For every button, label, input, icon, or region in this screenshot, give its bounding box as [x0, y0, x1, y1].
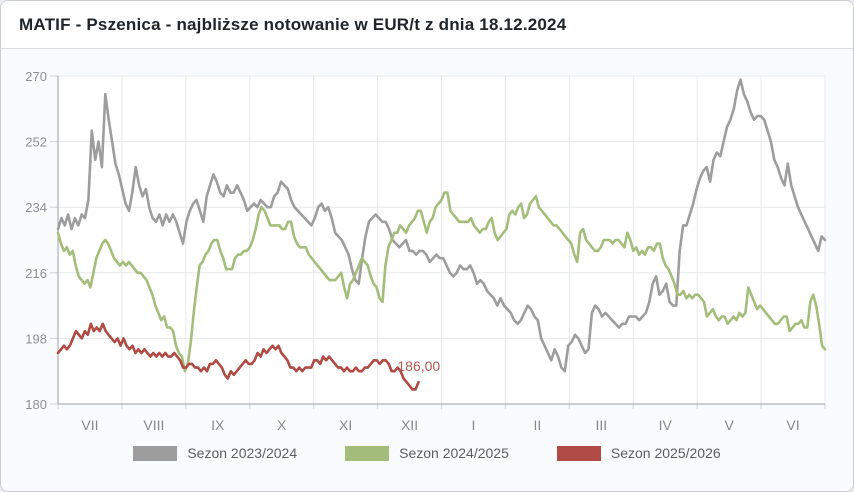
x-tick-label: IV	[659, 417, 673, 433]
legend-item-sezon-2024-2025: Sezon 2024/2025	[345, 445, 509, 461]
legend-label-sezon-2024-2025: Sezon 2024/2025	[399, 445, 509, 461]
chart-header: MATIF - Pszenica - najbliższe notowanie …	[1, 1, 853, 49]
y-tick-label: 234	[25, 200, 47, 215]
legend-item-sezon-2023-2024: Sezon 2023/2024	[133, 445, 297, 461]
y-tick-label: 198	[25, 331, 47, 346]
chart-title: MATIF - Pszenica - najbliższe notowanie …	[19, 14, 567, 34]
x-tick-label: III	[595, 417, 607, 433]
legend-item-sezon-2025-2026: Sezon 2025/2026	[556, 445, 721, 461]
x-tick-label: VI	[786, 417, 799, 433]
x-tick-label: I	[472, 417, 476, 433]
legend-swatch-green-icon	[345, 445, 390, 461]
x-tick-label: VII	[81, 417, 98, 433]
x-tick-label: VIII	[143, 417, 164, 433]
legend-label-sezon-2025-2026: Sezon 2025/2026	[610, 445, 721, 461]
chart-area: 270 252 234 216 198 180 VII VIII IX X XI XII I II III I…	[1, 49, 853, 491]
last-value-label: 186,00	[397, 358, 440, 374]
y-tick-label: 180	[25, 397, 47, 412]
x-tick-label: II	[533, 417, 541, 433]
series-line-sezon-2023-2024	[56, 78, 827, 373]
x-tick-label: XI	[339, 417, 352, 433]
y-tick-label: 270	[25, 69, 47, 84]
legend: Sezon 2023/2024 Sezon 2024/2025 Sezon 20…	[1, 445, 853, 461]
x-tick-label: XII	[401, 417, 418, 433]
y-tick-label: 252	[25, 135, 47, 150]
y-tick-label: 216	[25, 266, 47, 281]
legend-swatch-red-icon	[556, 445, 601, 461]
series-line-sezon-2025-2026	[56, 322, 420, 391]
x-tick-label: X	[277, 417, 287, 433]
legend-swatch-gray-icon	[133, 445, 178, 461]
legend-label-sezon-2023-2024: Sezon 2023/2024	[187, 445, 298, 461]
x-tick-label: IX	[211, 417, 225, 433]
x-tick-label: V	[724, 417, 734, 433]
